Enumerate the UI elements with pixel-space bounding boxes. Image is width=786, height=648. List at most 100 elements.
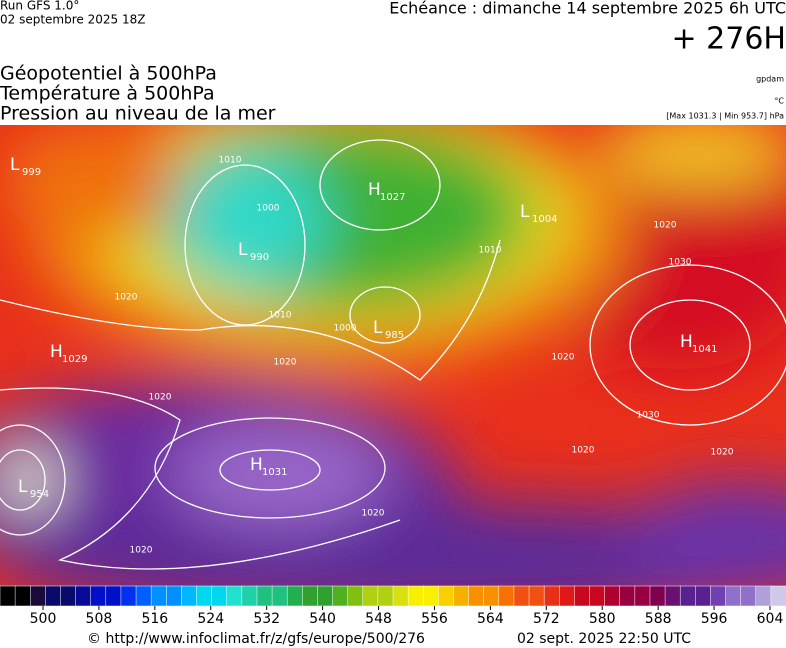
colorbar-tick-label: 556 xyxy=(421,611,448,627)
unit: [Max 1031.3 | Min 953.7] hPa xyxy=(666,112,784,121)
colorbar-tick-label: 580 xyxy=(589,611,616,627)
isobar-label: 1030 xyxy=(637,411,660,421)
run-date: 02 septembre 2025 18Z xyxy=(0,13,145,27)
unit: gpdam xyxy=(756,75,784,84)
pressure-value: 1041 xyxy=(692,344,717,355)
isobar-label: 1020 xyxy=(654,221,677,231)
colorbar-swatch xyxy=(347,585,364,607)
pressure-value: 1031 xyxy=(262,467,287,478)
colorbar-swatch xyxy=(226,585,243,607)
pressure-value: 954 xyxy=(30,489,49,500)
colorbar-swatch xyxy=(256,585,273,607)
colorbar-swatch xyxy=(589,585,606,607)
pressure-letter: H xyxy=(680,332,693,352)
colorbar-swatch xyxy=(407,585,424,607)
colorbar-swatch xyxy=(60,585,77,607)
isobar-label: 1020 xyxy=(149,393,172,403)
isobar-label: 1020 xyxy=(552,353,575,363)
isobar-label: 1020 xyxy=(572,446,595,456)
pressure-letter: H xyxy=(50,342,63,362)
isobar-label: 1010 xyxy=(219,156,242,166)
pressure-letter: H xyxy=(250,455,263,475)
colorbar-swatch xyxy=(664,585,681,607)
source-url: © http://www.infoclimat.fr/z/gfs/europe/… xyxy=(87,631,425,647)
isobar-label: 1020 xyxy=(711,448,734,458)
colorbar-tick-label: 596 xyxy=(701,611,728,627)
colorbar-swatch xyxy=(528,585,545,607)
colorbar-swatch xyxy=(422,585,440,607)
colorbar-swatch xyxy=(619,585,636,607)
colorbar-swatch xyxy=(135,585,152,607)
colorbar-swatch xyxy=(513,585,530,607)
isobar-label: 1020 xyxy=(362,509,385,519)
lead-time: + 276H xyxy=(672,22,786,57)
colorbar-swatch xyxy=(196,585,213,607)
pressure-value: 1027 xyxy=(380,192,405,203)
colorbar-swatch xyxy=(679,585,697,607)
run-label: Run GFS 1.0° xyxy=(0,0,79,13)
colorbar-tick-label: 532 xyxy=(253,611,280,627)
pressure-letter: L xyxy=(520,202,530,222)
colorbar-swatch xyxy=(0,585,16,607)
colorbar-swatch xyxy=(211,585,228,607)
colorbar-tick-label: 516 xyxy=(141,611,168,627)
colorbar-swatch xyxy=(75,585,92,607)
colorbar-swatch xyxy=(181,585,198,607)
colorbar-tick-label: 564 xyxy=(477,611,504,627)
map-field xyxy=(0,125,786,586)
colorbar-swatch xyxy=(634,585,651,607)
colorbar-swatch xyxy=(649,585,666,607)
isobar-label: 1020 xyxy=(130,546,153,556)
timestamp: 02 sept. 2025 22:50 UTC xyxy=(517,631,691,647)
field-name: Pression au niveau de la mer xyxy=(0,103,276,125)
colorbar-swatch xyxy=(45,585,62,607)
colorbar-swatch xyxy=(498,585,515,607)
colorbar-tick-label: 524 xyxy=(197,611,224,627)
isobar-label: 1010 xyxy=(479,246,502,256)
colorbar-swatch xyxy=(286,585,304,607)
isobar-label: 1000 xyxy=(257,204,280,214)
colorbar-tick-label: 588 xyxy=(645,611,672,627)
pressure-letter: L xyxy=(10,155,20,175)
colorbar-swatch xyxy=(543,585,561,607)
field-name: Géopotentiel à 500hPa xyxy=(0,63,217,85)
colorbar-swatch xyxy=(90,585,107,607)
colorbar-swatch xyxy=(483,585,500,607)
pressure-letter: H xyxy=(368,180,381,200)
colorbar-swatch xyxy=(695,585,712,607)
colorbar-swatch xyxy=(271,585,288,607)
colorbar-swatch xyxy=(468,585,485,607)
isobar-label: 1030 xyxy=(669,258,692,268)
pressure-letter: L xyxy=(373,318,383,338)
pressure-value: 999 xyxy=(22,167,41,178)
colorbar-tick-label: 604 xyxy=(757,611,784,627)
pressure-value: 1004 xyxy=(532,214,557,225)
colorbar-tick-label: 500 xyxy=(30,611,57,627)
isobar-label: 1010 xyxy=(269,311,292,321)
field-name: Température à 500hPa xyxy=(0,83,215,105)
colorbar-swatch xyxy=(604,585,621,607)
isobar-label: 1000 xyxy=(334,324,357,334)
colorbar-swatch xyxy=(29,585,47,607)
pressure-value: 985 xyxy=(385,330,404,341)
isobar-label: 1020 xyxy=(115,293,138,303)
pressure-letter: L xyxy=(238,240,248,260)
colorbar: 500 508 516 524 532 540 548 556 564 572 580 588 596 6… xyxy=(0,585,786,627)
pressure-letter: L xyxy=(18,477,28,497)
colorbar-swatch xyxy=(332,585,349,607)
colorbar-swatch xyxy=(362,585,379,607)
colorbar-tick-label: 572 xyxy=(533,611,560,627)
colorbar-swatch xyxy=(302,585,319,607)
colorbar-swatch xyxy=(770,585,786,607)
pressure-value: 990 xyxy=(250,252,269,263)
colorbar-tick-label: 508 xyxy=(86,611,113,627)
colorbar-swatch xyxy=(710,585,727,607)
colorbar-swatch xyxy=(166,585,183,607)
colorbar-swatch xyxy=(755,585,772,607)
colorbar-swatch xyxy=(317,585,334,607)
isobar-label: 1020 xyxy=(274,358,297,368)
forecast-time: Echéance : dimanche 14 septembre 2025 6h… xyxy=(389,0,786,18)
unit: °C xyxy=(774,97,784,106)
